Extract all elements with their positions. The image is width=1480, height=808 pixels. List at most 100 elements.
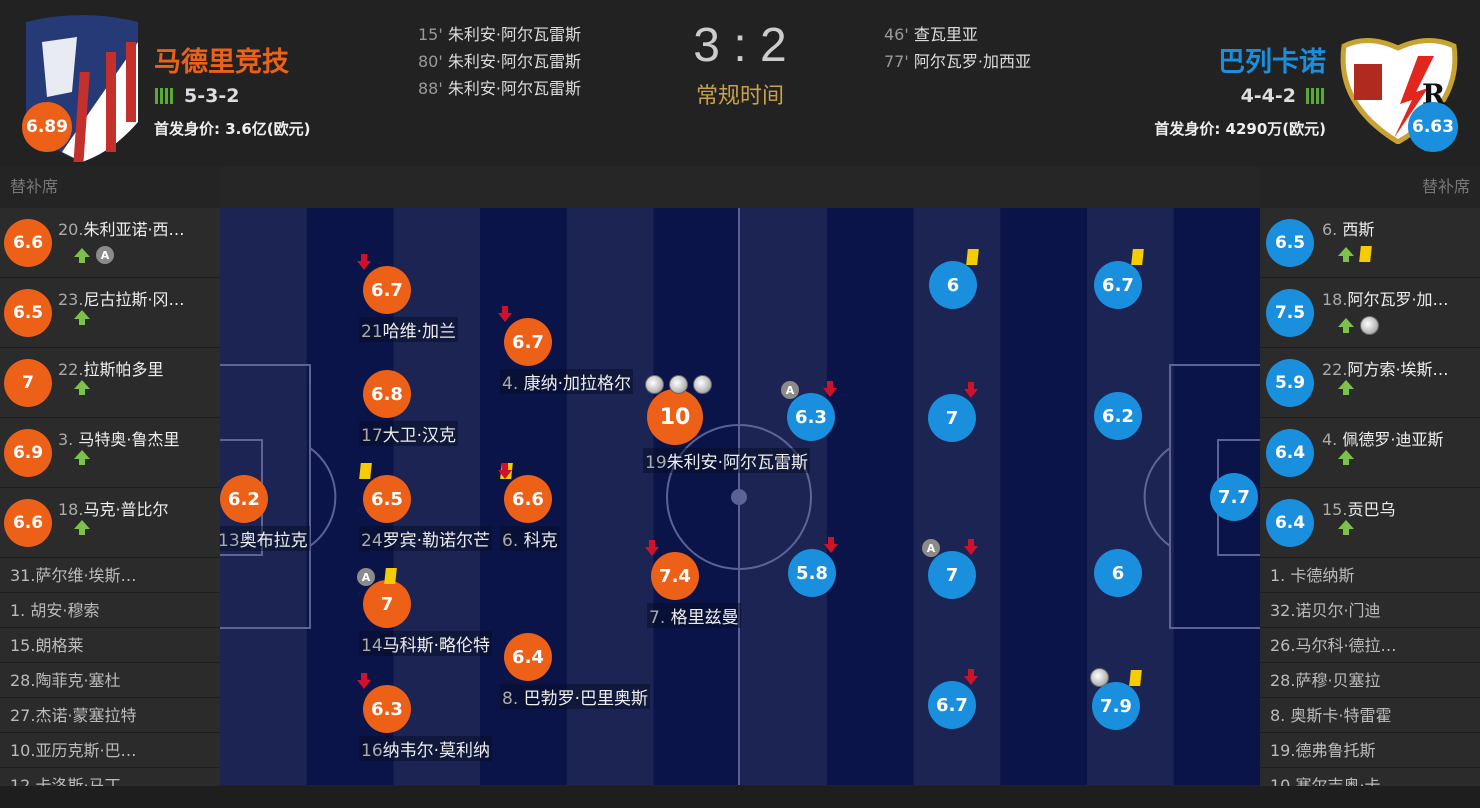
goal-ball-icon [693, 375, 712, 394]
sub-off-icon [964, 669, 978, 685]
bench-player-row[interactable]: 6.6 20.朱利亚诺·西… A [0, 208, 220, 278]
goal-event: 15' 朱利安·阿尔瓦雷斯 [418, 21, 581, 48]
player-rating: 6.7 [928, 681, 976, 729]
player-event-icons [1338, 246, 1372, 262]
player-name: 3. 马特奥·鲁杰里 [58, 426, 179, 450]
player-number: 32. [1270, 601, 1296, 620]
player-rating: 6.4 [504, 633, 552, 681]
bench-player-row[interactable]: 8. 奥斯卡·特雷霍 [1260, 698, 1480, 733]
player-name: 23.尼古拉斯·冈… [58, 286, 185, 310]
sub-off-icon [823, 381, 837, 397]
away-team-name[interactable]: 巴列卡诺 [1218, 47, 1326, 78]
player-rating: 6.5 [363, 475, 411, 523]
player-name-text: 拉斯帕多里 [83, 360, 164, 379]
player-name-text: 卡洛斯·马丁 [35, 776, 121, 786]
sub-in-icon [74, 247, 90, 263]
bench-player-row[interactable]: 31.萨尔维·埃斯… [0, 558, 220, 593]
player-name-text: 大卫·汉克 [382, 426, 457, 446]
bench-player-row[interactable]: 15.朗格莱 [0, 628, 220, 663]
player-name-text: 马克·普比尔 [83, 500, 169, 519]
player-name-text: 卡德纳斯 [1290, 566, 1355, 585]
bench-player-row[interactable]: 7.5 18.阿尔瓦罗·加… [1260, 278, 1480, 348]
player-number: 10. [1270, 776, 1296, 786]
bench-player-row[interactable]: 6.9 3. 马特奥·鲁杰里 [0, 418, 220, 488]
bench-player-row[interactable]: 28.萨穆·贝塞拉 [1260, 663, 1480, 698]
bench-player-row[interactable]: 26.马尔科·德拉… [1260, 628, 1480, 663]
goal-scorer: 查瓦里亚 [913, 25, 978, 44]
player-rating: 6.4 [1266, 429, 1314, 477]
player-name-text: 陶菲克·塞杜 [35, 671, 121, 690]
player-name-text: 杰诺·蒙塞拉特 [35, 706, 137, 725]
player-number: 4. [502, 374, 524, 394]
goal-ball-icon [1090, 668, 1109, 687]
player-number: 18. [58, 500, 84, 519]
player-label: 7. 格里兹曼 [647, 603, 741, 628]
sub-in-icon [1338, 246, 1354, 262]
player-event-icons [1338, 316, 1379, 335]
away-team-rating: 6.63 [1408, 102, 1458, 152]
player-name-text: 格里兹曼 [670, 608, 739, 628]
player-number: 27. [10, 706, 36, 725]
goal-minute: 15' [418, 25, 443, 44]
bench-player-row[interactable]: 10.塞尔吉奥·卡… [1260, 768, 1480, 786]
player-label: 6. 科克 [500, 526, 560, 551]
pitch: 6.2 13奥布拉克 6.7 21哈维·加兰 6.8 17大卫·汉克 6.5 24罗宾·勒诺尔… [220, 208, 1260, 785]
player-name-text: 萨穆·贝塞拉 [1295, 671, 1381, 690]
bench-player-row[interactable]: 1. 卡德纳斯 [1260, 558, 1480, 593]
bench-player-row[interactable]: 28.陶菲克·塞杜 [0, 663, 220, 698]
bench-player-row[interactable]: 6.5 6. 西斯 [1260, 208, 1480, 278]
goal-scorer: 朱利安·阿尔瓦雷斯 [447, 25, 581, 44]
sub-off-icon [964, 539, 978, 555]
formation-icon [1306, 88, 1326, 104]
goal-minute: 80' [418, 52, 443, 71]
bench-player-row[interactable]: 10.亚历克斯·巴… [0, 733, 220, 768]
bench-player-row[interactable]: 19.德弗鲁托斯 [1260, 733, 1480, 768]
sub-in-icon [1338, 520, 1354, 535]
player-number: 20. [58, 220, 84, 239]
goal-ball-icon [669, 375, 688, 394]
player-rating: 7.5 [1266, 289, 1314, 337]
player-name-text: 阿尔瓦罗·加… [1347, 290, 1449, 309]
player-label: 14马科斯·略伦特 [359, 631, 493, 656]
sub-in-icon [74, 450, 90, 465]
home-goal-list: 15' 朱利安·阿尔瓦雷斯 80' 朱利安·阿尔瓦雷斯 88' 朱利安·阿尔瓦雷… [418, 21, 581, 102]
bench-player-row[interactable]: 6.4 4. 佩德罗·迪亚斯 [1260, 418, 1480, 488]
home-team-name[interactable]: 马德里竞技 [154, 47, 289, 78]
bench-player-row[interactable]: 12.卡洛斯·马丁 [0, 768, 220, 786]
bench-player-row[interactable]: 6.6 18.马克·普比尔 [0, 488, 220, 558]
player-rating: 6.6 [4, 499, 52, 547]
player-number: 4. [1322, 430, 1343, 449]
bench-player-row[interactable]: 6.5 23.尼古拉斯·冈… [0, 278, 220, 348]
player-number: 28. [10, 671, 36, 690]
goal-minute: 88' [418, 79, 443, 98]
yellow-card-icon [384, 568, 397, 584]
sub-in-icon [74, 310, 90, 325]
score: 3 : 2 [693, 19, 787, 72]
player-rating: 6 [929, 261, 977, 309]
player-name-text: 朱利亚诺·西… [83, 220, 185, 239]
home-bench: 替补席 6.6 20.朱利亚诺·西… A 6.5 23.尼古拉斯·冈… 7 22.拉斯帕多里… [0, 166, 220, 786]
player-rating: 6.3 [363, 685, 411, 733]
player-number: 6. [1322, 220, 1343, 239]
bottom-bar [0, 786, 1480, 808]
player-name-text: 罗宾·勒诺尔芒 [382, 531, 491, 551]
goal-minute: 46' [884, 25, 909, 44]
player-rating: 7 [4, 359, 52, 407]
player-number: 3. [58, 430, 79, 449]
player-number: 28. [1270, 671, 1296, 690]
bench-player-row[interactable]: 5.9 22.阿方索·埃斯… [1260, 348, 1480, 418]
player-label: 21哈维·加兰 [359, 317, 459, 342]
bench-player-row[interactable]: 6.4 15.贡巴乌 [1260, 488, 1480, 558]
bench-player-row[interactable]: 7 22.拉斯帕多里 [0, 348, 220, 418]
player-event-icons: A [74, 246, 114, 264]
bench-player-row[interactable]: 1. 胡安·穆索 [0, 593, 220, 628]
pitch-stripe [566, 208, 654, 785]
bench-title: 替补席 [0, 166, 220, 208]
bench-title: 替补席 [1260, 166, 1480, 208]
bench-player-row[interactable]: 27.杰诺·蒙塞拉特 [0, 698, 220, 733]
player-label: 4. 康纳·加拉格尔 [500, 369, 634, 394]
goal-scorer: 朱利安·阿尔瓦雷斯 [447, 52, 581, 71]
sub-in-icon [1338, 450, 1354, 465]
player-rating: 7 [928, 551, 976, 599]
bench-player-row[interactable]: 32.诺贝尔·门迪 [1260, 593, 1480, 628]
